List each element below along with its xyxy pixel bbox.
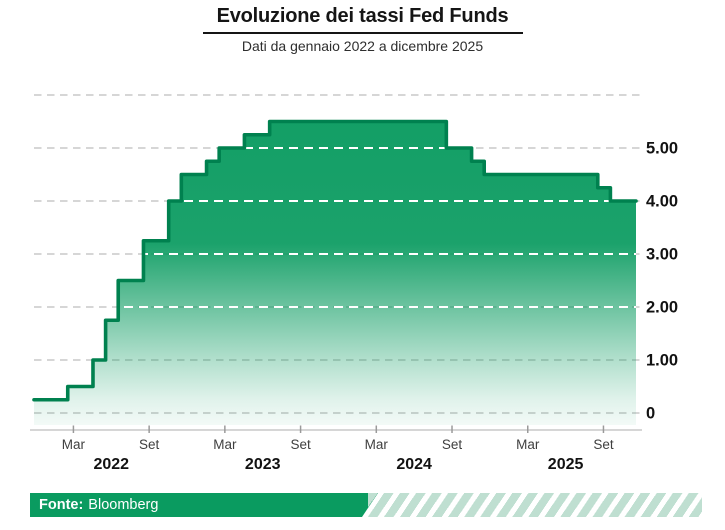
svg-text:3.00: 3.00 <box>646 246 678 264</box>
area-layer <box>34 121 636 425</box>
svg-text:0: 0 <box>646 405 655 423</box>
svg-text:1.00: 1.00 <box>646 352 678 370</box>
svg-text:Mar: Mar <box>213 437 237 452</box>
svg-text:2024: 2024 <box>396 456 432 473</box>
title-underline <box>202 32 523 34</box>
svg-text:Set: Set <box>442 437 463 452</box>
source-label: Fonte: <box>39 497 84 513</box>
x-axis-layer <box>30 425 642 433</box>
chart-footer: Fonte: Bloomberg <box>0 493 725 517</box>
step-line-layer <box>32 119 638 402</box>
chart-header: Evoluzione dei tassi Fed Funds Dati da g… <box>0 0 725 54</box>
svg-text:Set: Set <box>139 437 160 452</box>
svg-text:Set: Set <box>593 437 614 452</box>
svg-text:2.00: 2.00 <box>646 299 678 317</box>
svg-text:Set: Set <box>290 437 311 452</box>
svg-text:5.00: 5.00 <box>646 140 678 158</box>
svg-text:4.00: 4.00 <box>646 193 678 211</box>
svg-text:Mar: Mar <box>62 437 86 452</box>
svg-text:2022: 2022 <box>93 456 129 473</box>
svg-text:Mar: Mar <box>516 437 540 452</box>
y-axis-labels: 0 1.00 2.00 3.00 4.00 5.00 <box>646 140 678 423</box>
svg-text:2025: 2025 <box>548 456 584 473</box>
page-title: Evoluzione dei tassi Fed Funds <box>216 5 509 27</box>
x-axis-labels: Mar Set Mar Set Mar Set Mar Set 2022 2023 2024 2025 <box>62 437 614 473</box>
grid-inside-layer <box>34 146 636 309</box>
hatch-decoration <box>368 493 702 517</box>
svg-text:2023: 2023 <box>245 456 281 473</box>
source-bar: Fonte: Bloomberg <box>30 493 378 517</box>
page-subtitle: Dati da gennaio 2022 a dicembre 2025 <box>241 38 484 54</box>
svg-text:Mar: Mar <box>365 437 389 452</box>
source-value: Bloomberg <box>88 497 159 513</box>
